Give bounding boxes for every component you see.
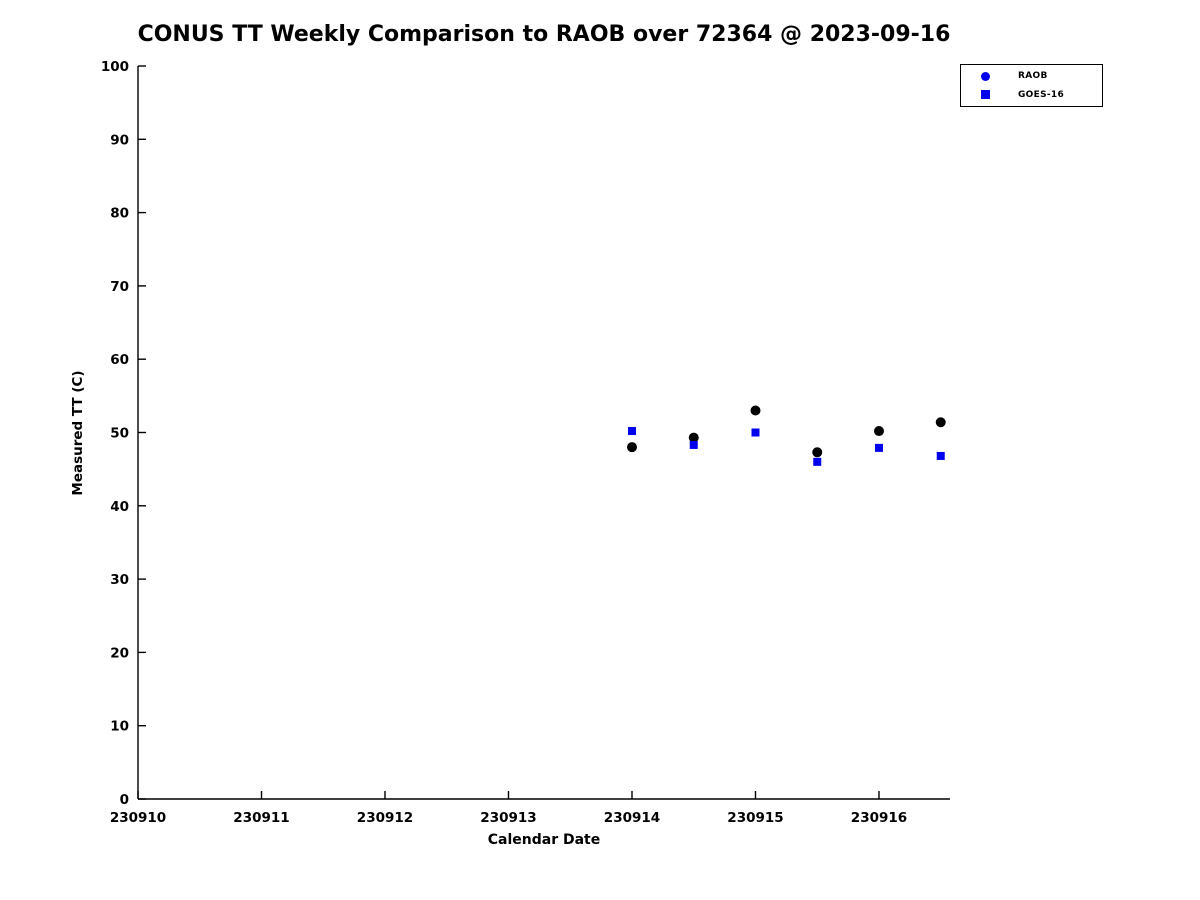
x-axis-label: Calendar Date <box>487 832 601 848</box>
data-point-goes-16 <box>689 440 698 449</box>
data-point-raob <box>688 432 699 443</box>
chart-title: CONUS TT Weekly Comparison to RAOB over … <box>137 22 951 47</box>
x-tick-label: 230912 <box>357 810 413 826</box>
data-point-raob <box>750 405 761 416</box>
y-tick-label: 90 <box>110 132 129 148</box>
y-tick-label: 30 <box>110 572 129 588</box>
y-tick-label: 0 <box>120 792 129 808</box>
x-tick-label: 230916 <box>851 810 907 826</box>
y-tick-label: 50 <box>110 426 129 442</box>
legend-label-goes16: GOES-16 <box>1018 89 1065 100</box>
data-point-raob <box>812 447 823 458</box>
data-point-raob <box>935 417 946 428</box>
data-point-raob <box>626 442 637 453</box>
y-tick-label: 100 <box>101 59 129 75</box>
data-point-goes-16 <box>813 457 822 466</box>
y-tick-label: 80 <box>110 206 129 222</box>
data-point-goes-16 <box>627 427 636 436</box>
legend-label-raob: RAOB <box>1018 71 1048 82</box>
legend-entry-goes16: GOES-16 <box>961 86 1102 104</box>
y-tick-label: 10 <box>110 719 129 735</box>
data-point-goes-16 <box>751 428 760 437</box>
y-tick-label: 60 <box>110 352 129 368</box>
goes16-square-marker-icon <box>981 90 990 100</box>
y-tick-label: 20 <box>110 645 129 661</box>
data-point-goes-16 <box>874 443 883 452</box>
x-tick-label: 230910 <box>110 810 166 826</box>
y-axis-label: Measured TT (C) <box>70 370 86 496</box>
x-tick-label: 230914 <box>604 810 660 826</box>
data-point-goes-16 <box>936 451 945 460</box>
x-tick-label: 230913 <box>480 810 536 826</box>
data-point-raob <box>873 426 884 437</box>
y-tick-label: 70 <box>110 279 129 295</box>
x-tick-label: 230915 <box>727 810 783 826</box>
legend-entry-raob: RAOB <box>961 67 1102 85</box>
raob-circle-marker-icon <box>981 71 990 81</box>
legend: RAOB GOES-16 <box>960 64 1103 107</box>
x-tick-label: 230911 <box>233 810 289 826</box>
y-tick-label: 40 <box>110 499 129 515</box>
